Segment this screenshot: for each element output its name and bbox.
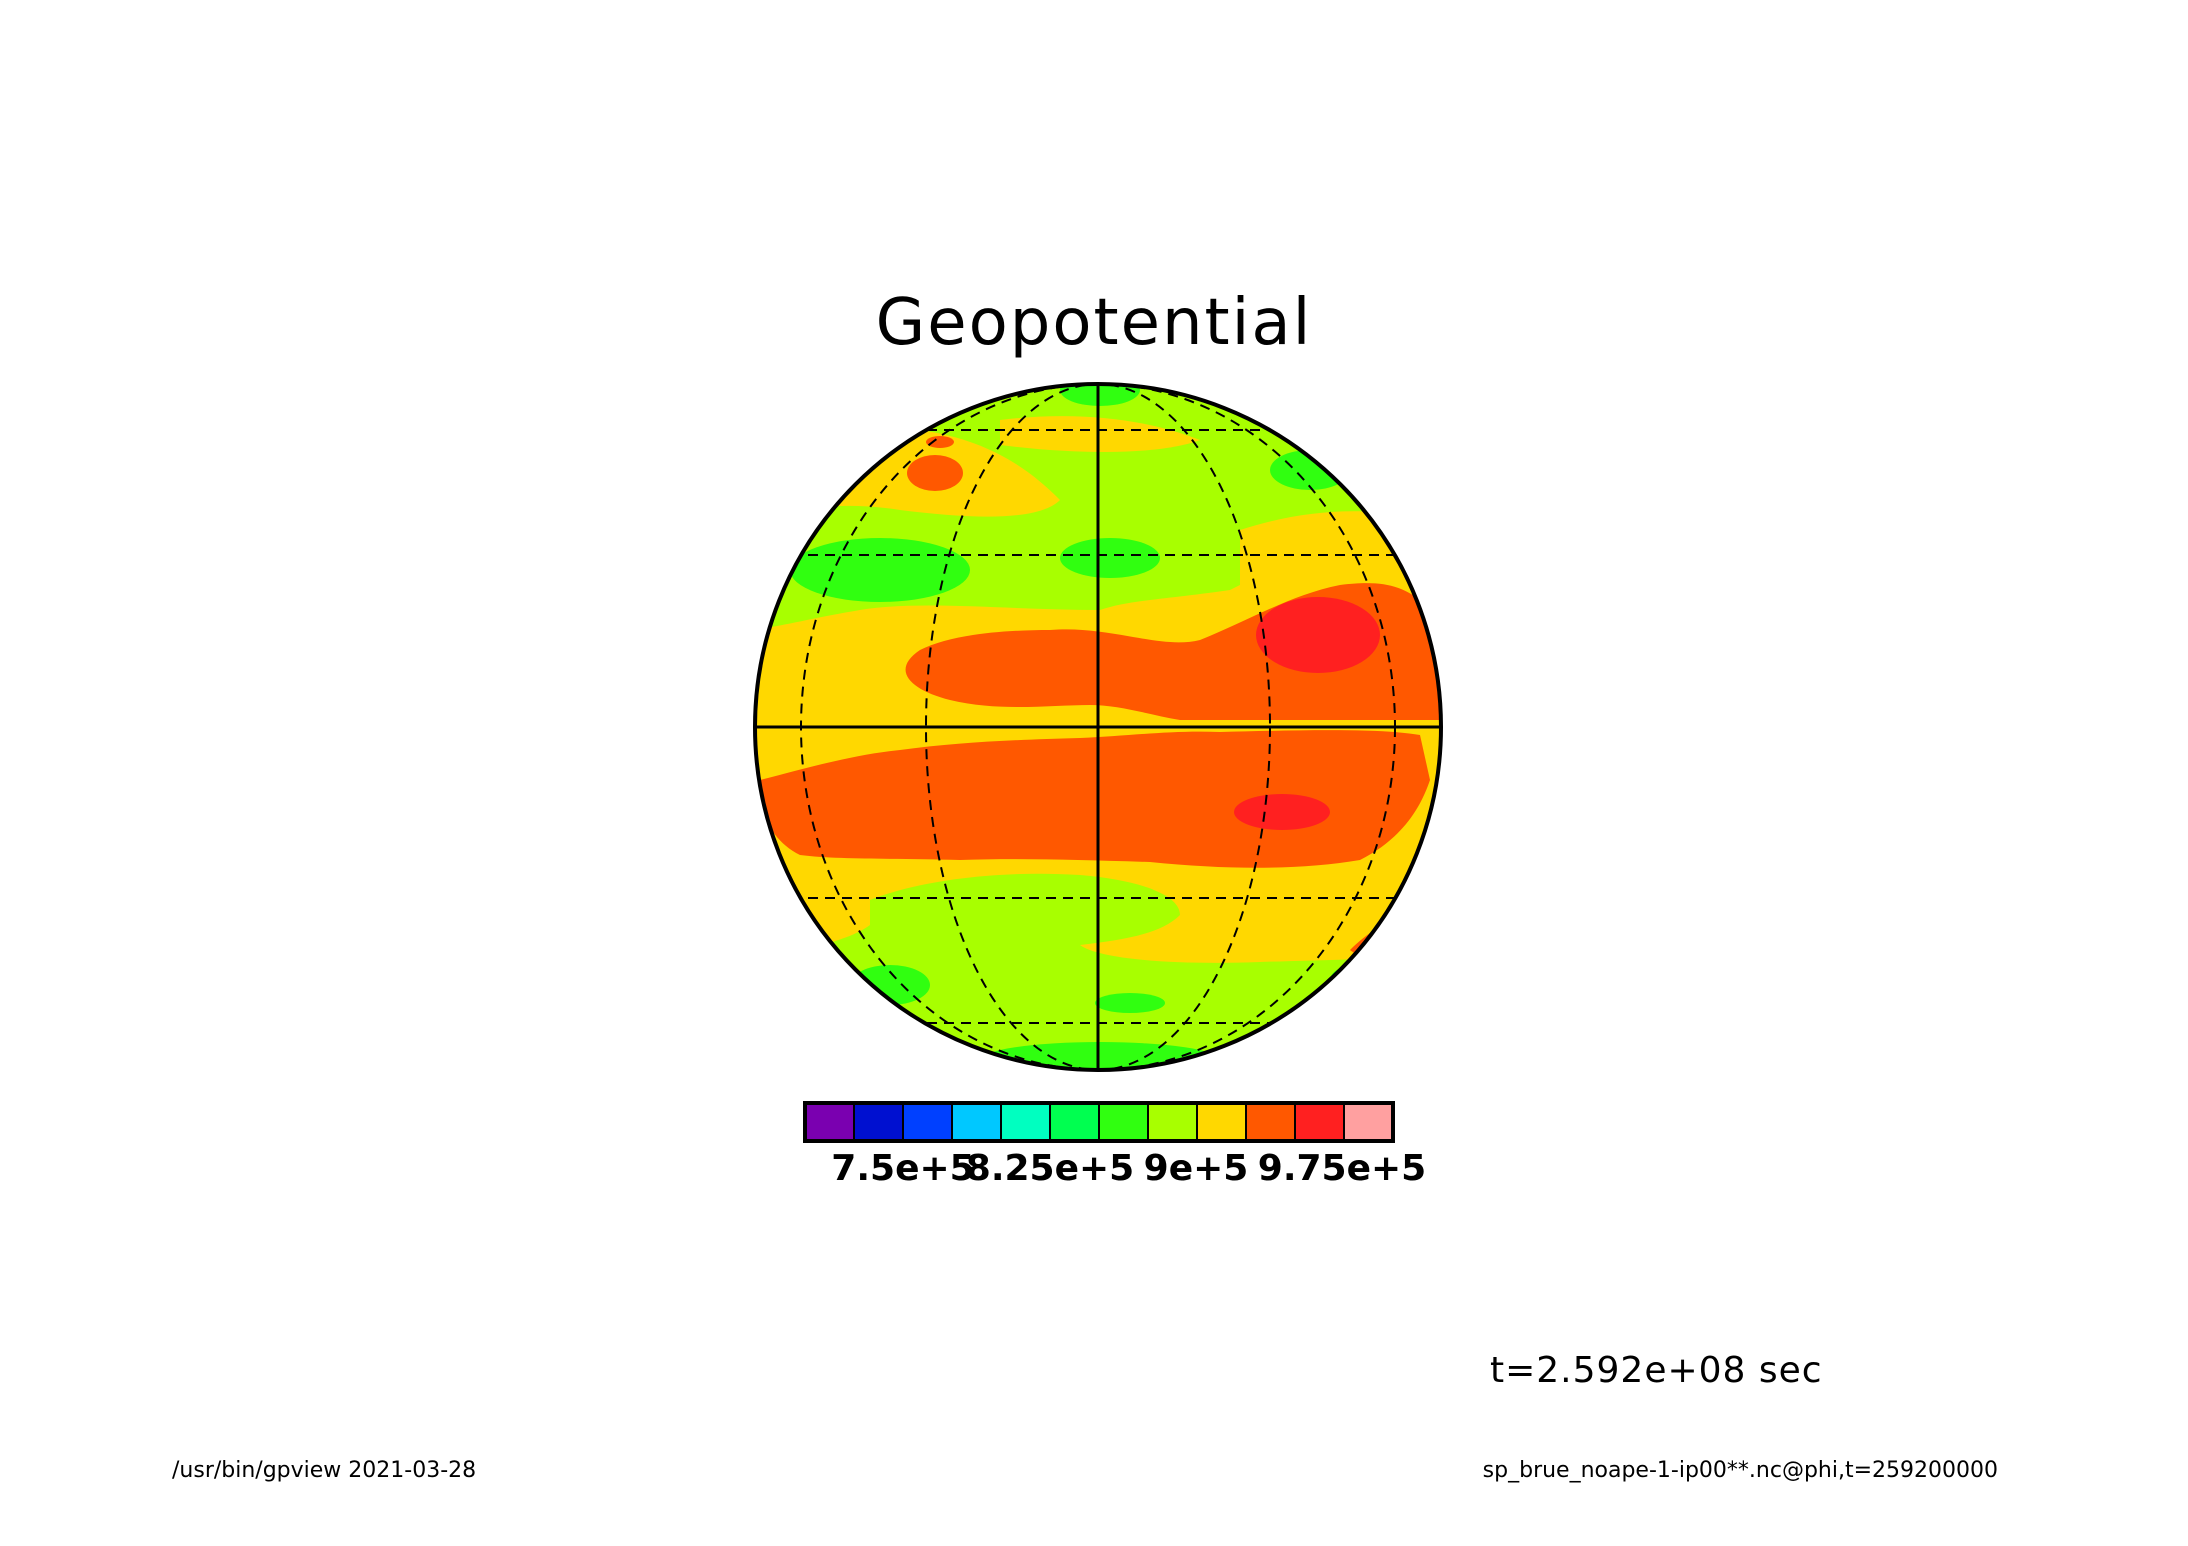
field-green-patch <box>1060 384 1140 406</box>
colorbar-swatch <box>1098 1102 1149 1142</box>
colorbar-tick-label: 9e+5 <box>1143 1148 1249 1189</box>
field-green-patch <box>1095 993 1165 1013</box>
colorbar-swatch <box>1000 1102 1051 1142</box>
geopotential-field <box>755 384 1441 1070</box>
colorbar-tick-label: 7.5e+5 <box>831 1148 975 1189</box>
field-nw-orange <box>926 436 954 448</box>
colorbar <box>803 1101 1395 1143</box>
colorbar-swatch <box>902 1102 953 1142</box>
axes <box>755 384 1441 1070</box>
field-south-yellow <box>1180 894 1368 947</box>
globe-outline <box>753 382 1443 1072</box>
colorbar-swatch <box>1196 1102 1247 1142</box>
colorbar-swatch <box>1294 1102 1345 1142</box>
field-green-patch <box>1060 538 1160 578</box>
field-south-red <box>1234 794 1330 830</box>
colorbar-swatch <box>804 1102 855 1142</box>
colorbar-swatch <box>1049 1102 1100 1142</box>
colorbar-swatch <box>951 1102 1002 1142</box>
field-green-patch <box>790 538 970 602</box>
colorbar-swatch <box>853 1102 904 1142</box>
field-nw-orange <box>907 455 963 491</box>
footer-program-date: /usr/bin/gpview 2021-03-28 <box>172 1458 477 1483</box>
field-north-yellow-top <box>1000 416 1200 452</box>
plot-title: Geopotential <box>875 286 1313 360</box>
time-label: t=2.592e+08 sec <box>1490 1350 1823 1391</box>
colorbar-frame <box>803 1101 1395 1143</box>
footer-file-info: sp_brue_noape-1-ip00**.nc@phi,t=25920000… <box>1482 1458 1998 1483</box>
colorbar-swatch <box>1245 1102 1296 1142</box>
colorbar-tick-label: 8.25e+5 <box>965 1148 1135 1189</box>
colorbar-tick-label: 9.75e+5 <box>1257 1148 1427 1189</box>
field-ne-red <box>1256 597 1380 673</box>
colorbar-swatch <box>1147 1102 1198 1142</box>
colorbar-swatch <box>1343 1102 1394 1142</box>
